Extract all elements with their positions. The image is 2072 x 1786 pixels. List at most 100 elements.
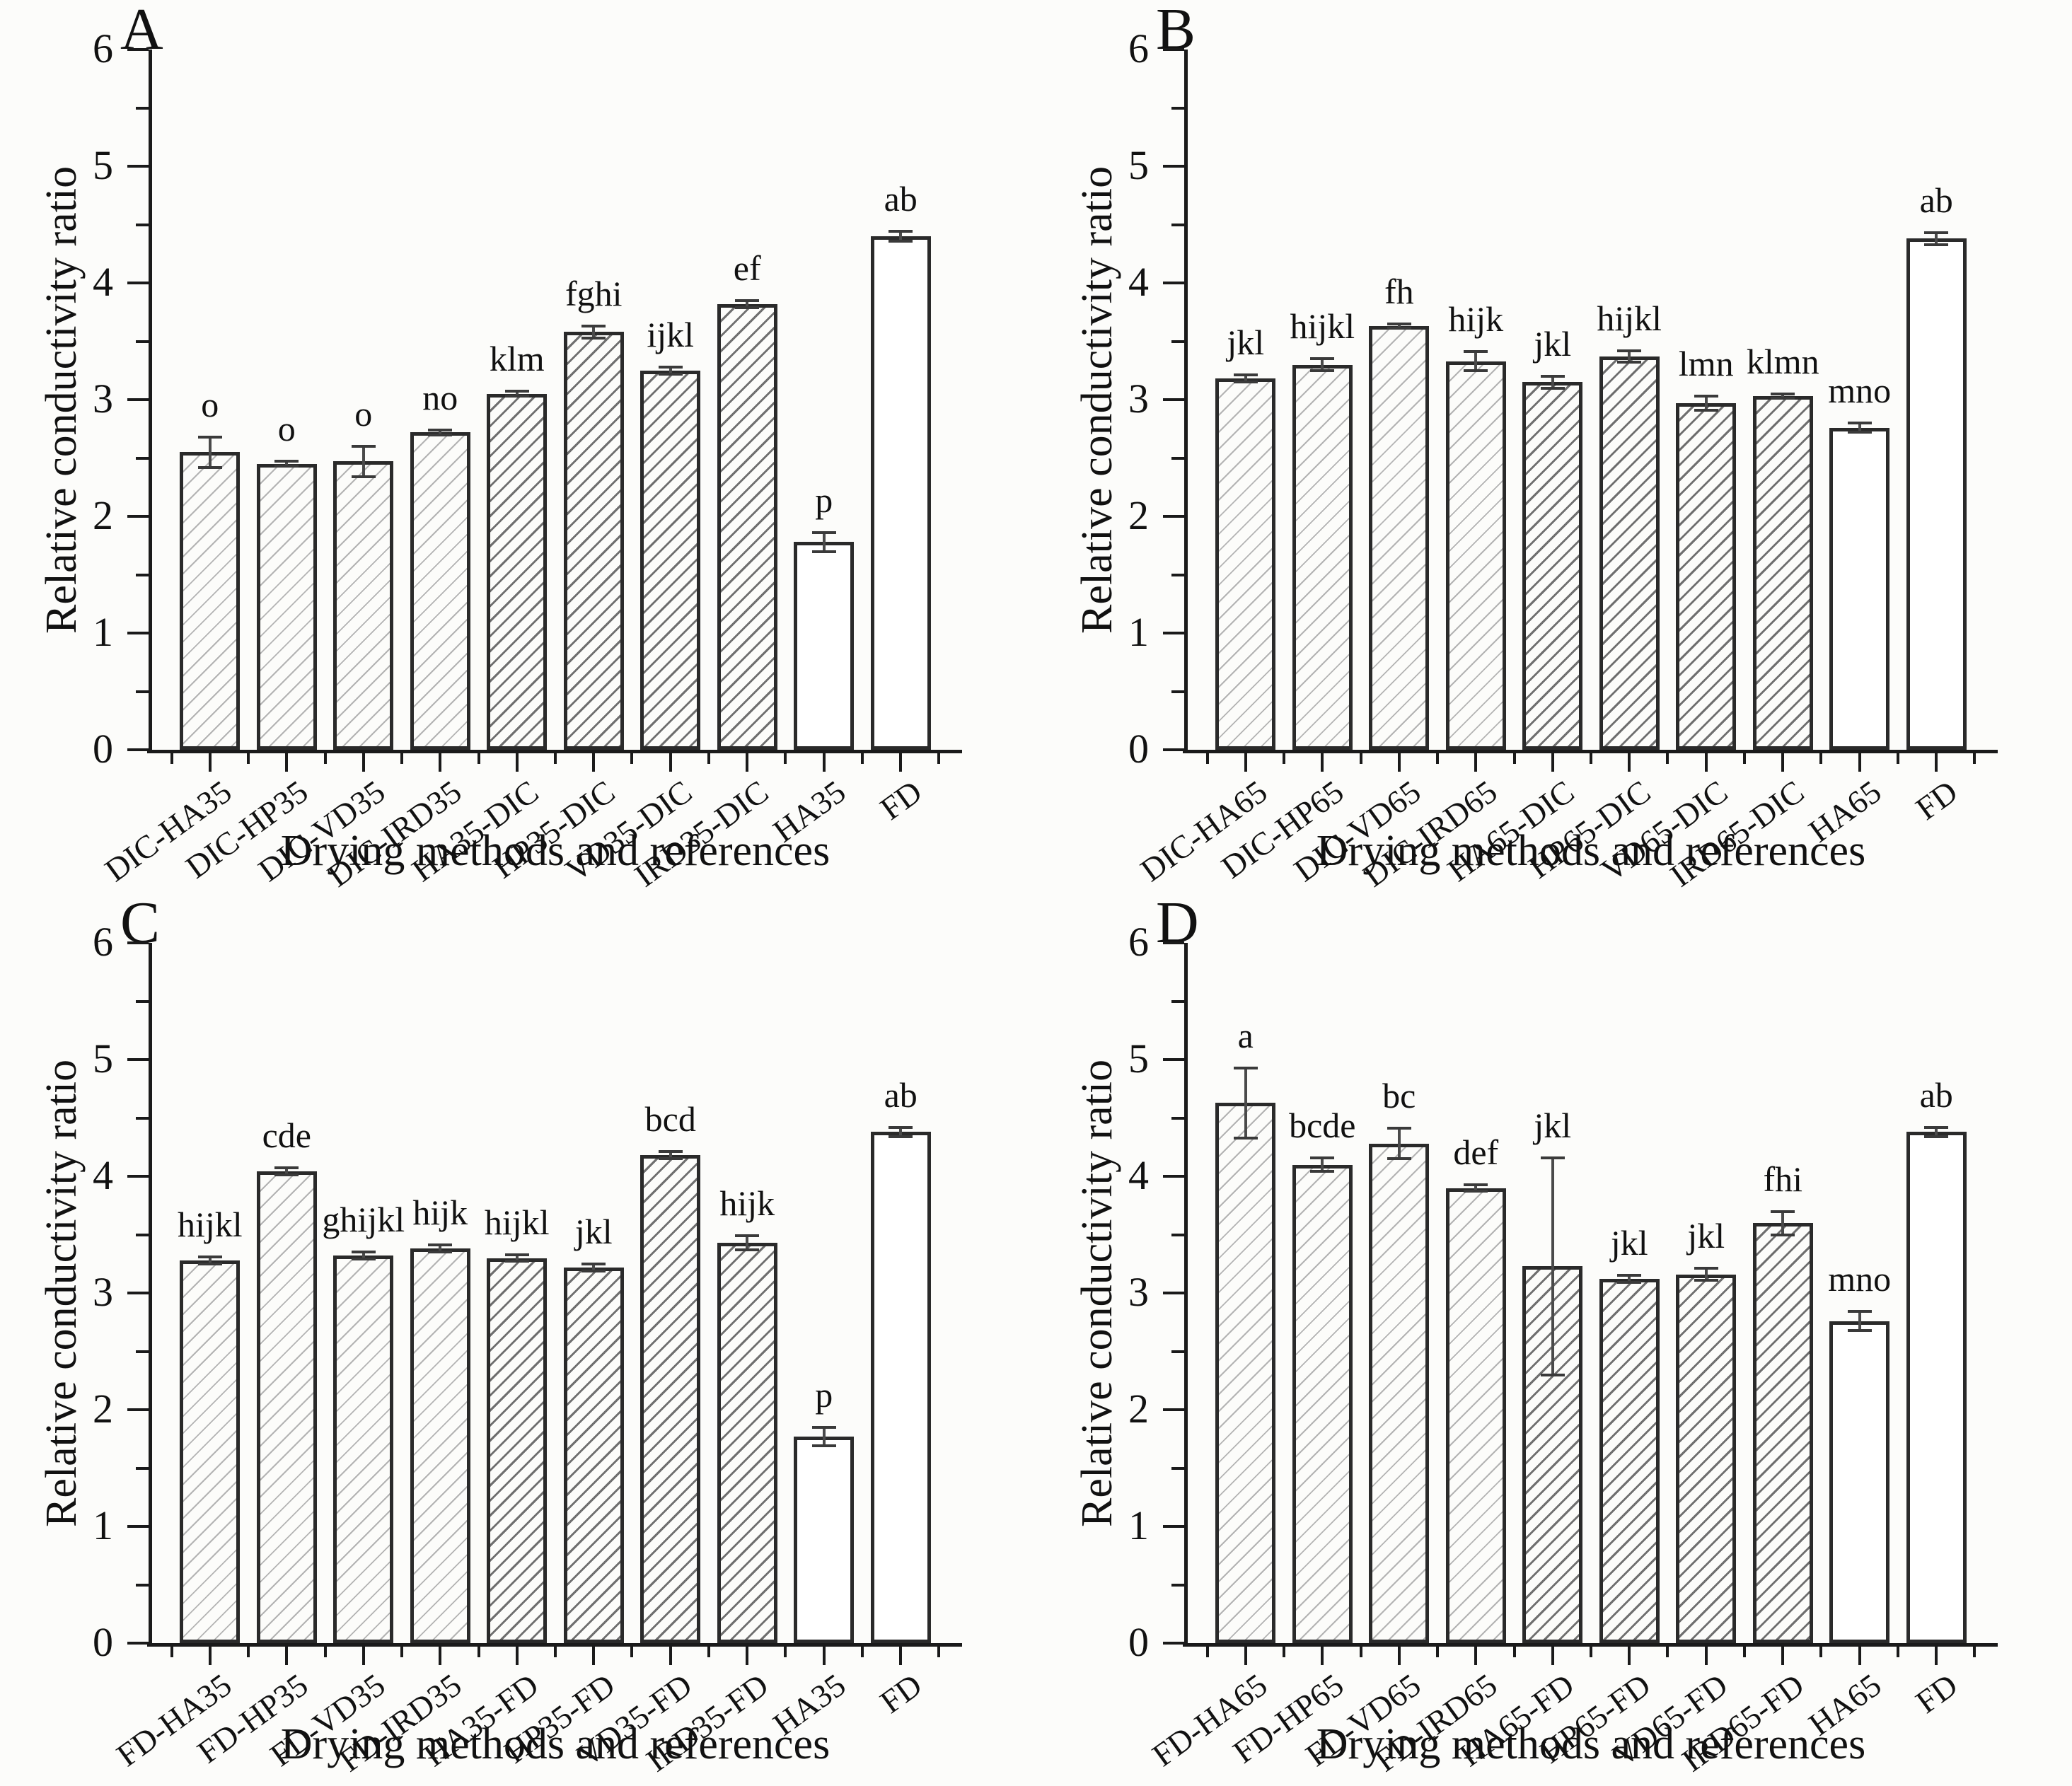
error-bar-cap-bottom xyxy=(1617,1281,1642,1285)
x-minor-tick xyxy=(323,1647,327,1657)
error-bar-cap-bottom xyxy=(351,475,376,478)
x-major-tick xyxy=(439,1647,442,1665)
error-bar xyxy=(669,1152,672,1159)
y-major-tick xyxy=(127,165,149,168)
x-major-tick xyxy=(1474,753,1478,772)
y-tick-label: 0 xyxy=(1128,726,1149,772)
bar-dic-vd35 xyxy=(333,461,394,750)
bar-ird65-fd xyxy=(1752,1223,1813,1643)
x-minor-tick xyxy=(1896,753,1899,764)
error-bar-cap-bottom xyxy=(1464,369,1488,372)
significance-label: ijkl xyxy=(647,314,695,354)
y-major-tick xyxy=(1163,398,1184,401)
bar-vd65-fd xyxy=(1676,1274,1737,1643)
x-major-tick xyxy=(899,1647,903,1665)
y-tick-label: 5 xyxy=(1128,142,1149,188)
x-major-tick xyxy=(822,1647,826,1665)
y-minor-tick xyxy=(136,999,149,1003)
y-tick-label: 6 xyxy=(1128,25,1149,71)
significance-label: bcd xyxy=(644,1099,696,1140)
y-tick-label: 4 xyxy=(1128,1152,1149,1198)
error-bar-cap-top xyxy=(889,230,913,233)
x-minor-tick xyxy=(323,753,327,764)
error-bar-cap-bottom xyxy=(1694,408,1718,412)
error-bar-cap-top xyxy=(1464,1183,1488,1186)
error-bar-cap-top xyxy=(1617,1274,1642,1277)
significance-label: o xyxy=(277,409,296,449)
significance-label: fghi xyxy=(565,274,623,314)
bar-ha65 xyxy=(1829,427,1889,750)
bar-fd-hp65 xyxy=(1292,1164,1353,1643)
error-bar-cap-bottom xyxy=(504,1260,529,1263)
x-minor-tick xyxy=(1973,1647,1976,1657)
error-bar xyxy=(592,326,596,338)
error-bar-cap-top xyxy=(735,298,760,302)
y-major-tick xyxy=(127,1058,149,1061)
x-minor-tick xyxy=(170,1647,173,1657)
error-bar-cap-bottom xyxy=(1310,369,1335,372)
significance-label: fh xyxy=(1384,271,1414,311)
error-bar-cap-top xyxy=(504,1253,529,1256)
error-bar-cap-top xyxy=(428,1243,453,1247)
y-tick-label: 6 xyxy=(93,25,113,71)
y-major-tick xyxy=(1163,1058,1184,1061)
x-major-tick xyxy=(1397,753,1401,772)
x-major-tick xyxy=(1551,753,1554,772)
y-minor-tick xyxy=(136,223,149,226)
y-major-tick xyxy=(127,398,149,401)
x-major-tick xyxy=(361,1647,365,1665)
error-bar-cap-bottom xyxy=(811,1444,836,1448)
error-bar xyxy=(1935,233,1938,245)
error-bar xyxy=(439,1245,442,1253)
x-major-tick xyxy=(899,753,903,772)
error-bar-cap-top xyxy=(1387,1127,1411,1130)
x-major-tick xyxy=(1858,1647,1861,1665)
y-major-tick xyxy=(127,1408,149,1411)
error-bar xyxy=(1321,1157,1324,1172)
y-tick-label: 3 xyxy=(93,1269,113,1315)
error-bar-cap-bottom xyxy=(1310,1170,1335,1173)
error-bar-cap-top xyxy=(1310,357,1335,361)
x-minor-tick xyxy=(630,1647,634,1657)
y-major-tick xyxy=(127,1642,149,1645)
error-bar xyxy=(1397,323,1401,329)
x-minor-tick xyxy=(707,1647,710,1657)
x-major-tick xyxy=(746,1647,749,1665)
x-minor-tick xyxy=(1896,1647,1899,1657)
y-major-tick xyxy=(127,1175,149,1178)
x-axis-title: Drying methods and references xyxy=(1316,827,1866,875)
error-bar xyxy=(285,1168,289,1176)
x-major-tick xyxy=(669,1647,672,1665)
x-major-tick xyxy=(1704,753,1708,772)
significance-label: hijk xyxy=(1448,299,1504,340)
bar-fd-vd65 xyxy=(1369,1143,1430,1643)
x-minor-tick xyxy=(937,753,941,764)
x-major-tick xyxy=(1474,1647,1478,1665)
error-bar-cap-bottom xyxy=(274,465,299,468)
y-tick-label: 0 xyxy=(93,726,113,772)
x-minor-tick xyxy=(1742,1647,1746,1657)
y-minor-tick xyxy=(1171,573,1184,576)
x-major-tick xyxy=(1704,1647,1708,1665)
error-bar-cap-top xyxy=(1464,350,1488,354)
error-bar-cap-top xyxy=(504,390,529,393)
y-tick-label: 3 xyxy=(1128,1269,1149,1315)
error-bar-cap-bottom xyxy=(274,1173,299,1177)
y-minor-tick xyxy=(1171,1233,1184,1236)
x-minor-tick xyxy=(1436,753,1440,764)
error-bar-cap-top xyxy=(1847,1310,1872,1314)
error-bar-cap-bottom xyxy=(1924,1135,1949,1138)
error-bar-cap-top xyxy=(1540,375,1565,378)
y-tick-label: 4 xyxy=(93,1152,113,1198)
x-major-tick xyxy=(285,753,289,772)
bar-ird65-dic xyxy=(1752,396,1813,750)
error-bar xyxy=(1321,359,1324,371)
x-minor-tick xyxy=(400,753,404,764)
error-bar xyxy=(361,446,365,477)
significance-label: bcde xyxy=(1289,1105,1356,1145)
error-bar-cap-top xyxy=(1694,1267,1718,1270)
x-axis-line xyxy=(1183,1643,1998,1647)
x-major-tick xyxy=(822,753,826,772)
bar-hp65-dic xyxy=(1599,356,1660,750)
y-tick-label: 4 xyxy=(1128,259,1149,305)
